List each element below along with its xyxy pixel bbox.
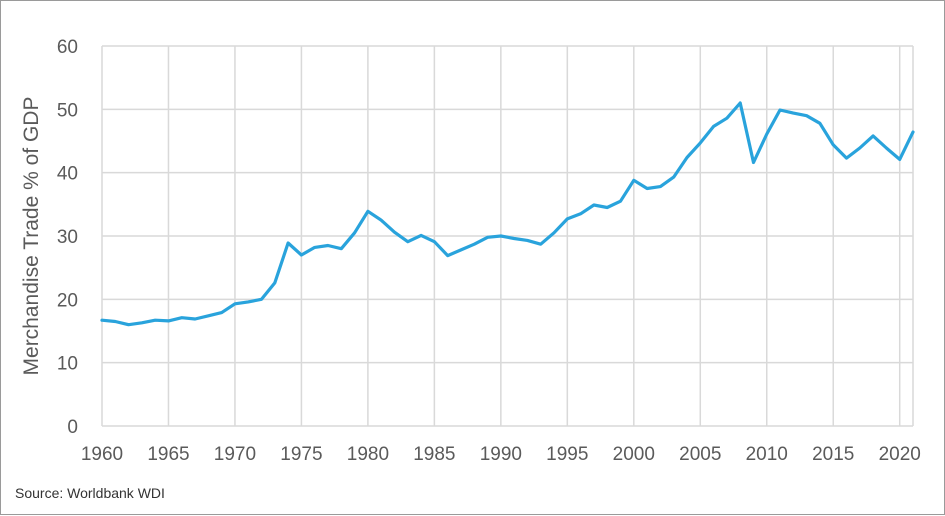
x-tick-label: 1995 — [546, 444, 588, 465]
x-tick-label: 2010 — [746, 444, 788, 465]
tick-layer: 1960 1965 1970 1975 1980 1985 1990 1995 2000 2005… — [57, 37, 921, 465]
x-tick-label: 1970 — [214, 444, 256, 465]
x-tick-label: 2015 — [812, 444, 854, 465]
series-layer — [100, 101, 915, 327]
y-axis-label: Merchandise Trade % of GDP — [20, 97, 43, 376]
x-tick-label: 1980 — [347, 444, 389, 465]
x-tick-label: 2005 — [679, 444, 721, 465]
y-tick-label: 50 — [57, 100, 78, 121]
y-tick-label: 0 — [67, 417, 78, 438]
x-tick-label: 2000 — [613, 444, 655, 465]
y-tick-label: 20 — [57, 290, 78, 311]
source-note: Source: Worldbank WDI — [15, 485, 165, 501]
y-tick-label: 60 — [57, 37, 78, 58]
x-tick-label: 1985 — [413, 444, 455, 465]
series-line — [100, 101, 915, 327]
x-tick-label: 1965 — [147, 444, 189, 465]
y-tick-label: 40 — [57, 164, 78, 185]
y-tick-label: 10 — [57, 354, 78, 375]
y-tick-label: 30 — [57, 227, 78, 248]
x-tick-label: 1975 — [280, 444, 322, 465]
x-tick-label: 1990 — [480, 444, 522, 465]
x-tick-label: 2020 — [879, 444, 921, 465]
x-tick-label: 1960 — [81, 444, 123, 465]
